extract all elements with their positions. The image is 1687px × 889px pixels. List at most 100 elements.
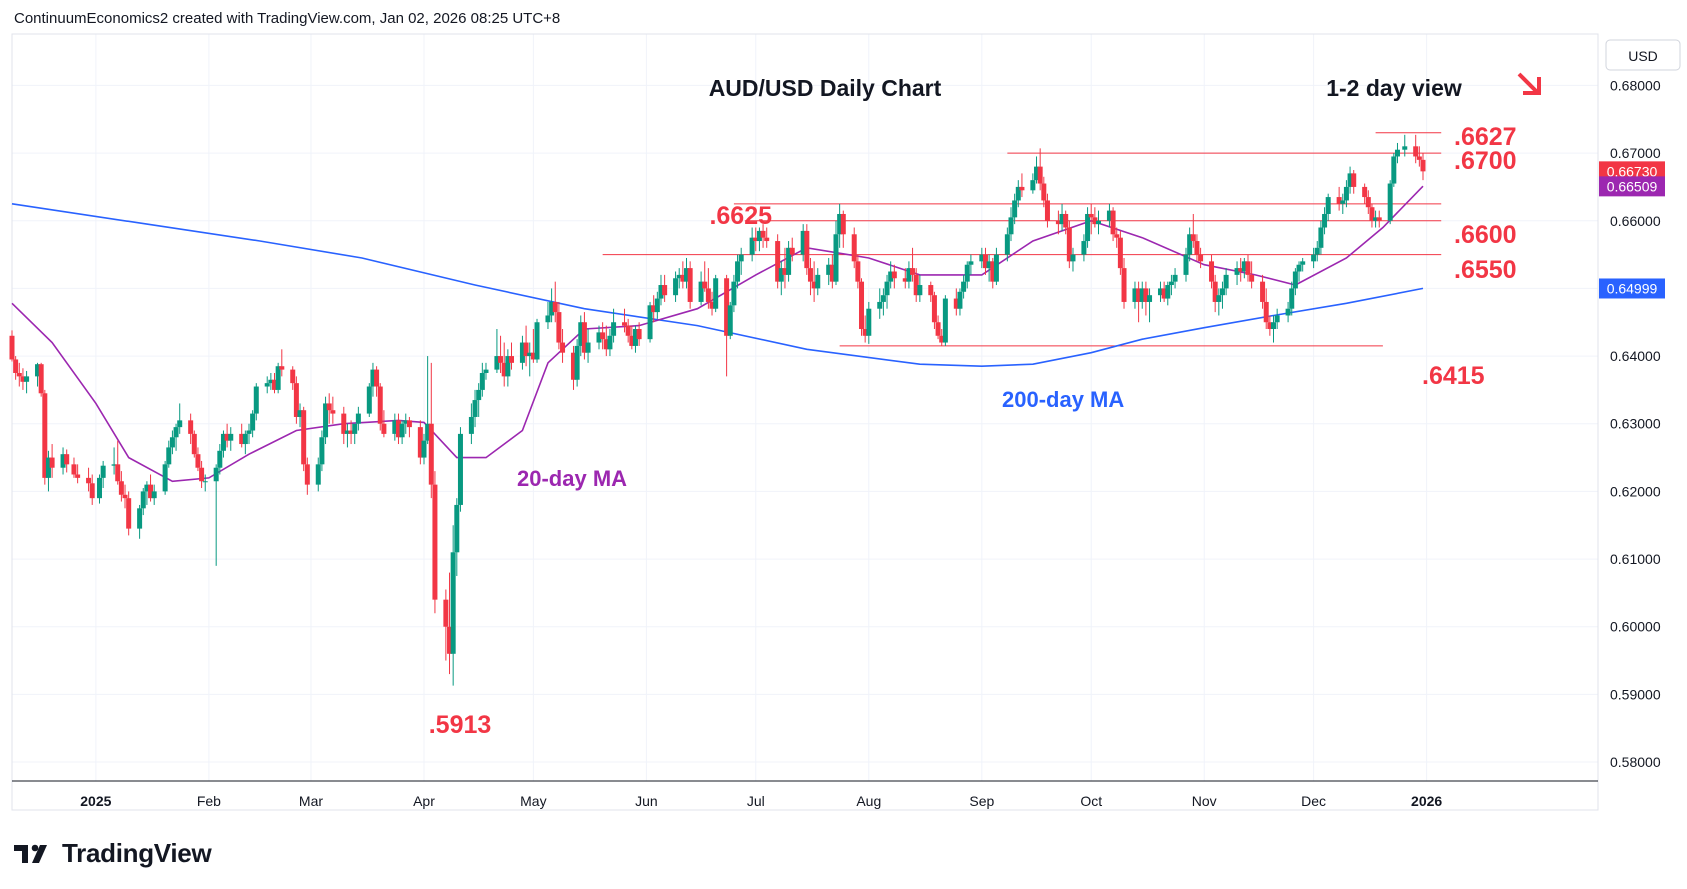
- candle-body: [581, 322, 587, 353]
- candle: [815, 268, 821, 296]
- candle: [1183, 247, 1189, 282]
- candle-body: [578, 322, 584, 346]
- candle: [377, 383, 383, 431]
- candlestick-chart[interactable]: .6627.6700 .6625 .6600 .6550 .6415 .5913 AUD/…: [0, 0, 1687, 830]
- candle-body: [97, 477, 103, 499]
- candle: [304, 457, 310, 495]
- candle-body: [607, 335, 613, 350]
- candle: [428, 362, 434, 499]
- candle-body: [935, 322, 941, 336]
- candle: [1376, 210, 1382, 228]
- candle: [188, 413, 194, 445]
- candle-body: [1168, 281, 1174, 286]
- tradingview-logo-icon: [14, 844, 47, 863]
- candle: [199, 460, 205, 489]
- candle: [1187, 227, 1193, 262]
- brand[interactable]: TradingView: [14, 838, 212, 869]
- chart-subtitle: 1-2 day view: [1326, 75, 1462, 101]
- candle-body: [1143, 288, 1149, 302]
- candle-body: [330, 410, 336, 414]
- candle-body: [552, 301, 558, 313]
- candle-body: [1004, 234, 1010, 255]
- candle-body: [523, 342, 529, 357]
- candle: [1110, 207, 1116, 242]
- candle-body: [600, 332, 606, 340]
- candle-body: [1241, 261, 1247, 272]
- candle-body: [301, 410, 307, 465]
- candle: [1336, 186, 1342, 211]
- candle-body: [1263, 301, 1269, 323]
- level-label: .6415: [1422, 362, 1485, 390]
- candle-body: [195, 454, 201, 468]
- candle-body: [381, 423, 387, 434]
- candle: [1081, 234, 1087, 262]
- candle: [560, 329, 566, 363]
- candle-body: [622, 322, 628, 326]
- candle: [275, 362, 281, 394]
- candle: [942, 295, 948, 346]
- candle: [148, 474, 154, 502]
- candle: [829, 254, 835, 289]
- candle-body: [374, 369, 380, 387]
- price-tag-text: 0.64999: [1607, 280, 1658, 296]
- candle-body: [1081, 241, 1087, 255]
- candle-body: [501, 362, 507, 377]
- candle: [833, 220, 839, 286]
- candle-body: [545, 315, 551, 323]
- time-axis[interactable]: 2025 Feb Mar Apr May Jun Jul Aug Sep Oct Nov Dec 202…: [80, 793, 1442, 809]
- candle-body: [1183, 254, 1189, 275]
- candle: [1121, 257, 1127, 309]
- candle-body: [906, 268, 912, 282]
- candle-body: [137, 508, 143, 529]
- candle: [297, 403, 303, 428]
- candle: [1157, 281, 1163, 302]
- candle: [782, 247, 788, 289]
- candle: [764, 227, 770, 248]
- candle: [395, 413, 401, 445]
- candle-body: [1121, 268, 1127, 302]
- candle: [906, 261, 912, 289]
- candle-body: [625, 325, 631, 336]
- candle-body: [1044, 200, 1050, 221]
- candle-body: [1369, 207, 1375, 221]
- candle-body: [713, 278, 719, 309]
- y-tick-label: 0.58000: [1610, 754, 1661, 770]
- candle-body: [476, 389, 482, 401]
- candle-body: [961, 281, 967, 292]
- candle: [1198, 247, 1204, 269]
- candle: [840, 210, 846, 248]
- candle: [151, 484, 157, 505]
- candle: [855, 254, 861, 289]
- candle: [1402, 134, 1408, 157]
- candle: [264, 376, 270, 394]
- candle: [35, 362, 41, 387]
- currency-badge[interactable]: USD: [1605, 39, 1681, 71]
- candle-body: [702, 281, 708, 289]
- candle-body: [1271, 322, 1277, 330]
- candle: [1041, 176, 1047, 208]
- candle: [137, 504, 143, 539]
- candle-body: [1106, 210, 1112, 221]
- candle-body: [49, 457, 55, 468]
- candle-body: [89, 483, 95, 499]
- candle-body: [9, 335, 15, 360]
- candle-body: [902, 278, 908, 282]
- candle-body: [144, 484, 150, 492]
- candle: [625, 318, 631, 343]
- candle: [600, 322, 606, 350]
- candle: [1012, 193, 1018, 225]
- candle-body: [377, 386, 383, 424]
- candle-body: [880, 295, 886, 302]
- candle: [1168, 274, 1174, 296]
- candle-body: [217, 450, 223, 468]
- candle-body: [786, 247, 792, 275]
- candle: [1088, 203, 1094, 235]
- candle-body: [884, 281, 890, 296]
- candle-body: [1190, 234, 1196, 242]
- candle: [724, 274, 730, 377]
- level-labels: .6627.6700 .6625 .6600 .6550 .6415 .5913: [429, 123, 1517, 739]
- candle: [1318, 220, 1324, 255]
- candle-body: [815, 274, 821, 289]
- candle-body: [1041, 183, 1047, 201]
- candle: [807, 257, 813, 296]
